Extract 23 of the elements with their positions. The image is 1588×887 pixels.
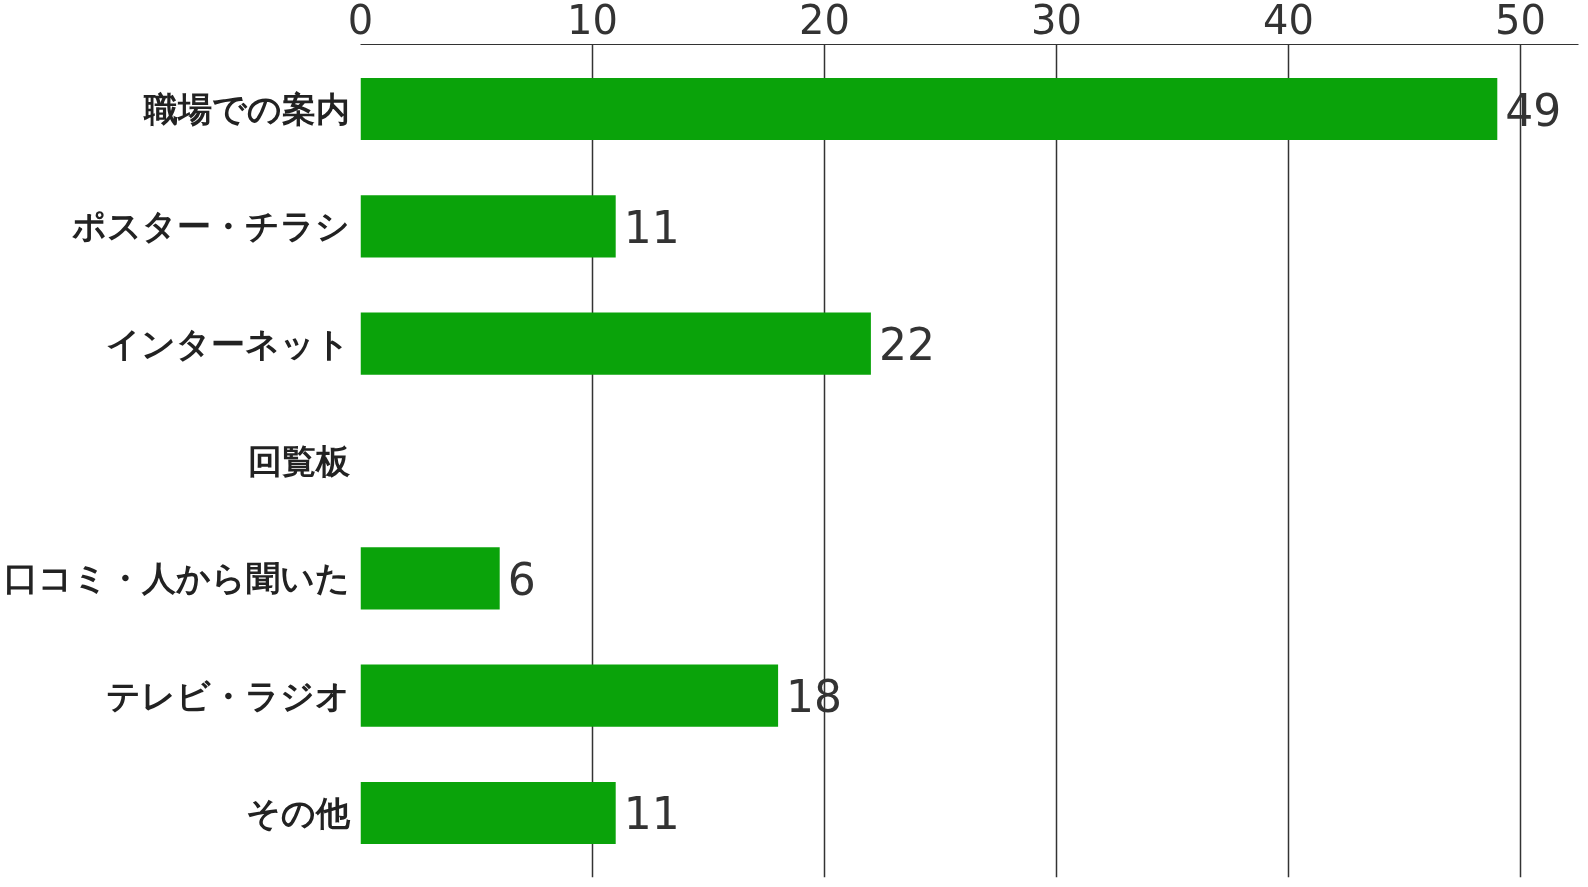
y-tick-label: その他	[245, 792, 351, 833]
bar	[360, 312, 871, 375]
data-label: 11	[623, 201, 680, 253]
y-tick-label: 回覧板	[247, 441, 351, 481]
y-tick-label: ポスター・チラシ	[71, 206, 350, 247]
y-tick-label: テレビ・ラジオ	[105, 675, 350, 716]
bar	[360, 547, 500, 610]
y-tick-label: インターネット	[105, 323, 350, 364]
x-tick-label: 40	[1263, 0, 1314, 43]
y-tick-label: 職場での案内	[142, 89, 350, 130]
x-tick-label: 0	[347, 0, 374, 43]
x-tick-label: 10	[567, 0, 618, 43]
data-label: 22	[878, 319, 935, 371]
x-tick-label: 20	[799, 0, 850, 43]
bar	[360, 195, 616, 258]
y-tick-label: 口コミ・人から聞いた	[3, 558, 350, 599]
x-tick-label: 30	[1031, 0, 1082, 43]
bar	[360, 781, 616, 845]
bar	[360, 77, 1498, 141]
data-label: 6	[507, 553, 536, 605]
x-tick-label: 50	[1495, 0, 1546, 43]
data-label: 11	[623, 788, 680, 840]
bar	[360, 664, 779, 727]
